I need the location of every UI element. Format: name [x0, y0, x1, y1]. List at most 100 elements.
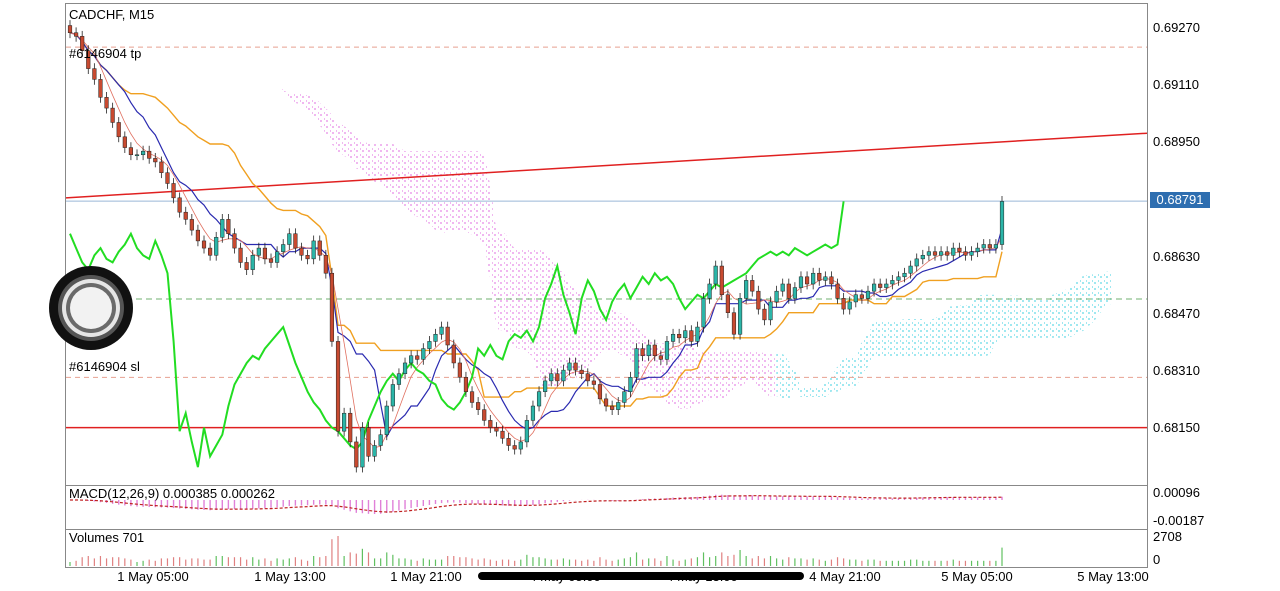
- candle-up: [134, 154, 140, 157]
- candle-up: [311, 240, 316, 260]
- candle-up: [780, 283, 785, 292]
- candle-down: [719, 265, 724, 296]
- candle-down: [500, 430, 505, 439]
- candle-up: [847, 301, 852, 310]
- volume-tick: 2708: [1153, 529, 1182, 544]
- candle-down: [750, 280, 755, 292]
- symbol-label: CADCHF, M15: [69, 7, 155, 22]
- candle-down: [725, 294, 730, 313]
- candle-up: [561, 369, 566, 382]
- candle-down: [591, 380, 596, 385]
- candle-down: [147, 150, 152, 159]
- candle-up: [744, 280, 749, 299]
- candle-up: [275, 251, 280, 263]
- candle-down: [945, 251, 950, 256]
- candle-up: [524, 420, 529, 443]
- candle-down: [463, 377, 469, 392]
- candle-down: [585, 373, 590, 382]
- candle-down: [67, 25, 73, 33]
- kijun-line: [69, 32, 1003, 407]
- candle-down: [189, 219, 194, 231]
- candle-down: [116, 122, 121, 138]
- candle-up: [433, 333, 438, 342]
- price-tick: 0.68470: [1153, 306, 1200, 321]
- candle-down: [195, 229, 200, 242]
- ichimoku-cloud: [228, 32, 1112, 409]
- candle-down: [244, 262, 249, 270]
- candle-up: [439, 326, 444, 335]
- candle-down: [104, 97, 109, 109]
- time-label: 1 May 13:00: [254, 569, 326, 584]
- time-label: 5 May 13:00: [1077, 569, 1149, 584]
- stop-loss-label: #6146904 sl: [69, 359, 140, 374]
- candle-down: [299, 247, 304, 256]
- candle-up: [409, 355, 414, 364]
- candle-up: [713, 265, 718, 285]
- current-price-badge: 0.68791: [1150, 192, 1210, 208]
- candle-down: [415, 355, 420, 360]
- candle-up: [695, 326, 700, 342]
- candle-up: [427, 341, 432, 349]
- candle-up: [902, 272, 907, 278]
- candle-up: [969, 251, 974, 256]
- candle-down: [469, 391, 475, 403]
- candle-down: [457, 362, 462, 378]
- time-label: 5 May 05:00: [941, 569, 1013, 584]
- candle-down: [932, 251, 938, 256]
- candle-down: [494, 427, 499, 432]
- candle-up: [378, 434, 383, 446]
- price-tick: 0.69110: [1153, 77, 1200, 92]
- candle-down: [987, 244, 992, 249]
- candle-down: [597, 384, 603, 400]
- candle-up: [707, 283, 712, 299]
- fast-ma-line: [69, 32, 1003, 449]
- tenkan-line: [69, 32, 1003, 439]
- candle-up: [622, 391, 627, 403]
- candle-up: [993, 244, 998, 249]
- candle-down: [963, 251, 968, 256]
- price-tick: 0.69270: [1153, 20, 1200, 35]
- candle-down: [835, 283, 840, 299]
- candle-up: [567, 362, 572, 371]
- candles: [67, 20, 1005, 473]
- trendline: [65, 132, 1148, 199]
- candle-down: [451, 344, 456, 364]
- candle-up: [384, 405, 389, 435]
- cloud-bearish: [228, 32, 777, 409]
- candle-up: [975, 247, 980, 252]
- candle-up: [390, 384, 395, 407]
- candle-down: [323, 255, 328, 274]
- volumes-label: Volumes 701: [69, 530, 145, 545]
- scroll-handle[interactable]: [478, 572, 804, 580]
- candle-up: [360, 427, 365, 468]
- candle-up: [914, 258, 919, 267]
- candle-down: [110, 107, 115, 123]
- time-label: 4 May 21:00: [809, 569, 881, 584]
- candle-up: [543, 380, 548, 392]
- candle-down: [177, 197, 182, 213]
- candle-up: [281, 244, 286, 252]
- candle-down: [305, 255, 310, 260]
- candle-down: [86, 50, 91, 69]
- candle-up: [774, 290, 779, 303]
- candle-down: [488, 420, 493, 428]
- candle-up: [701, 298, 706, 328]
- candle-down: [731, 312, 737, 335]
- volume-tick: 0: [1153, 552, 1161, 567]
- candle-down: [159, 161, 164, 173]
- macd-series: [70, 494, 1003, 514]
- candle-up: [999, 201, 1005, 245]
- candle-up: [737, 298, 743, 335]
- candle-down: [829, 276, 834, 285]
- candle-up: [616, 402, 621, 410]
- candle-down: [335, 341, 341, 432]
- candle-down: [80, 36, 85, 51]
- candle-down: [317, 240, 322, 256]
- candle-down: [689, 330, 694, 342]
- candle-down: [171, 183, 176, 199]
- candle-down: [201, 240, 207, 249]
- candle-down: [756, 290, 761, 310]
- chart-dial-icon[interactable]: [48, 265, 134, 351]
- candle-down: [841, 298, 846, 310]
